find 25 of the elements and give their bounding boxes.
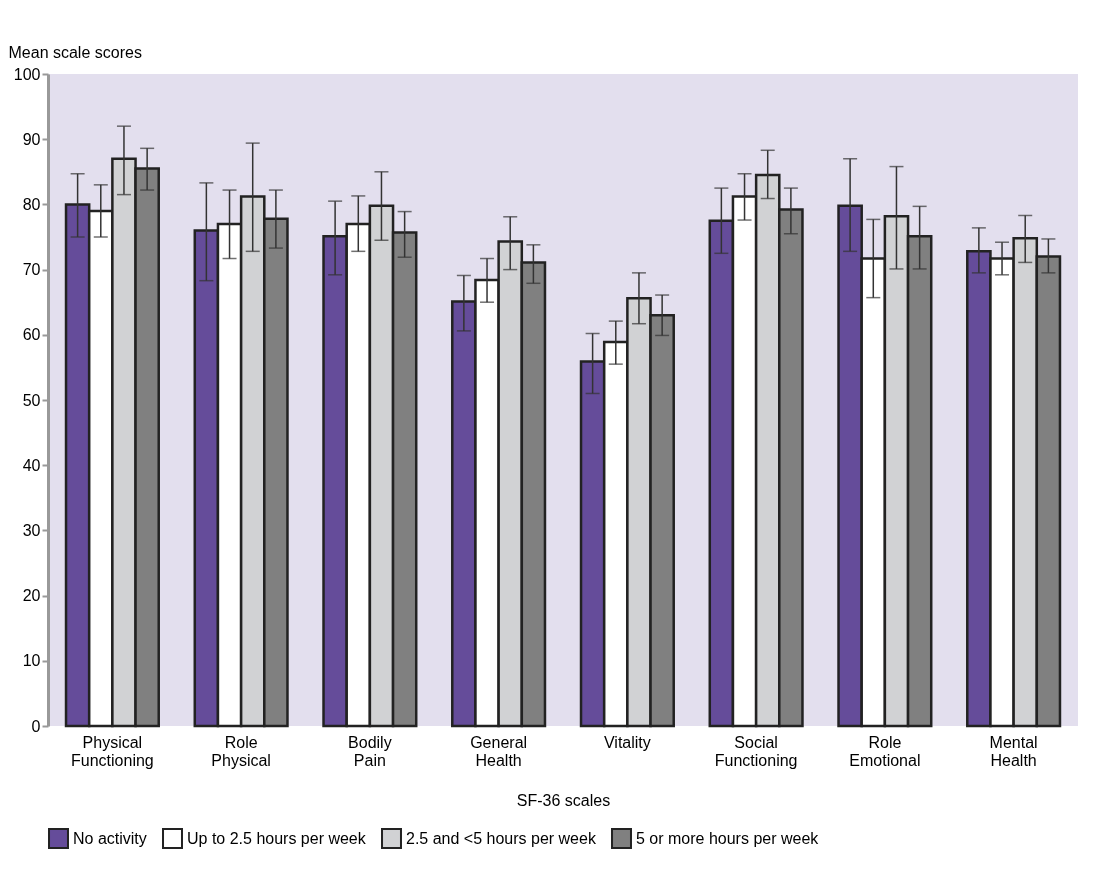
y-tick-label: 100 <box>13 65 41 83</box>
y-tick-label: 70 <box>22 261 41 279</box>
y-tick-label: 40 <box>22 456 41 474</box>
x-tick-label: Mental Health <box>989 733 1038 769</box>
legend-label: 5 or more hours per week <box>636 829 820 847</box>
y-tick-label: 30 <box>22 521 41 539</box>
y-tick-label: 50 <box>22 391 41 409</box>
y-tick-label: 80 <box>22 195 41 213</box>
y-tick-label: 90 <box>22 130 41 148</box>
x-tick-label: Role Physical <box>211 733 271 769</box>
x-tick-label: Role Emotional <box>849 733 921 769</box>
x-tick-label: Social Functioning <box>714 733 798 769</box>
y-axis-title: Mean scale scores <box>8 43 142 61</box>
y-tick-label: 0 <box>31 717 41 735</box>
x-tick-label: Bodily Pain <box>348 733 392 769</box>
legend-label: Up to 2.5 hours per week <box>187 829 367 847</box>
y-tick-label: 20 <box>22 587 41 605</box>
y-tick-label: 60 <box>22 326 41 344</box>
x-tick-label: General Health <box>470 733 528 769</box>
x-tick-label: Physical Functioning <box>71 733 154 769</box>
x-tick-label: Vitality <box>603 733 651 751</box>
legend-label: 2.5 and <5 hours per week <box>406 829 597 847</box>
x-axis-title: SF-36 scales <box>516 791 611 809</box>
legend-label: No activity <box>73 829 147 847</box>
y-tick-label: 10 <box>22 652 41 670</box>
